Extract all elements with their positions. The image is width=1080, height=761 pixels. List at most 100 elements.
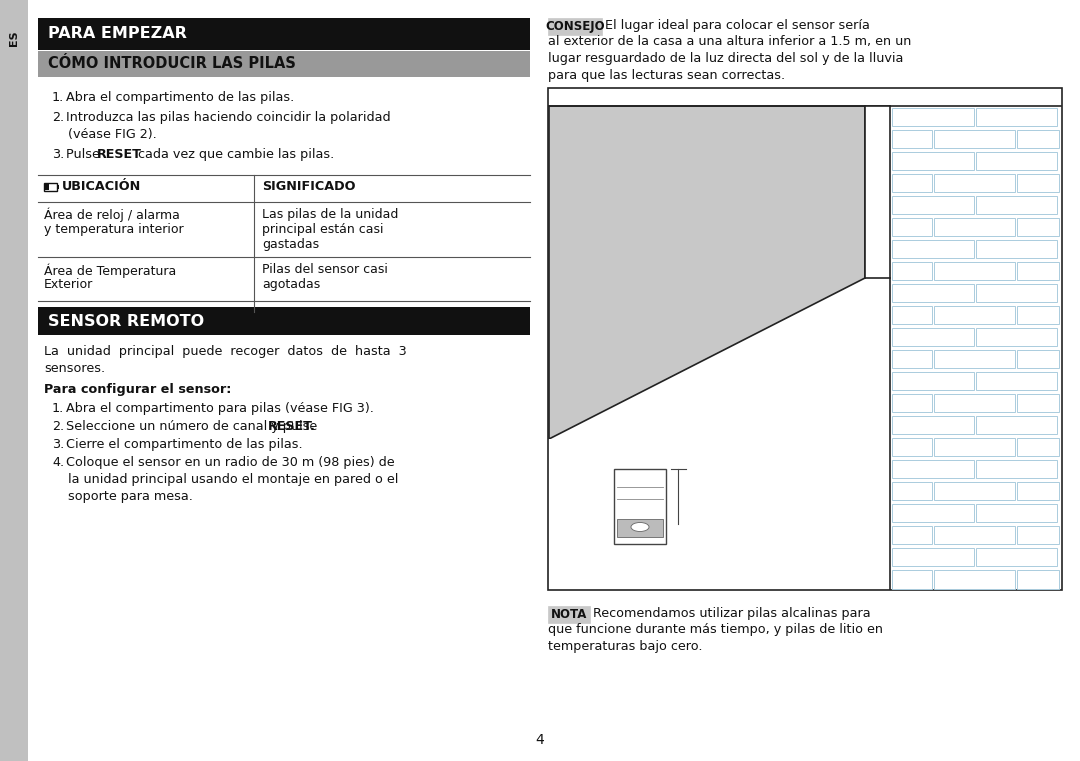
Text: Abra el compartimento de las pilas.: Abra el compartimento de las pilas.	[66, 91, 294, 104]
Text: ES: ES	[9, 30, 19, 46]
Text: Área de Temperatura: Área de Temperatura	[44, 263, 176, 278]
Text: la unidad principal usando el montaje en pared o el: la unidad principal usando el montaje en…	[68, 473, 399, 486]
Text: SENSOR REMOTO: SENSOR REMOTO	[48, 314, 204, 329]
Bar	[44, 183, 57, 191]
Bar	[892, 240, 973, 258]
Bar	[975, 240, 1057, 258]
Text: 3.: 3.	[52, 438, 64, 451]
Bar	[892, 548, 973, 566]
Text: RESET.: RESET.	[268, 420, 315, 433]
Bar	[1017, 262, 1059, 280]
Bar	[934, 130, 1015, 148]
Bar	[1017, 218, 1059, 236]
Text: Exterior: Exterior	[44, 278, 93, 291]
Bar	[975, 372, 1057, 390]
Text: CÓMO INTRODUCIR LAS PILAS: CÓMO INTRODUCIR LAS PILAS	[48, 56, 296, 72]
Bar	[1017, 394, 1059, 412]
Bar	[934, 174, 1015, 192]
Bar	[975, 416, 1057, 434]
Bar	[975, 284, 1057, 302]
Bar	[892, 526, 932, 544]
Bar	[617, 519, 663, 537]
Text: Abra el compartimento para pilas (véase FIG 3).: Abra el compartimento para pilas (véase …	[66, 402, 374, 415]
Bar	[38, 307, 530, 335]
Bar	[934, 570, 1015, 589]
Text: 3.: 3.	[52, 148, 64, 161]
Bar	[1017, 526, 1059, 544]
Bar	[1017, 482, 1059, 500]
Text: Para configurar el sensor:: Para configurar el sensor:	[44, 383, 231, 396]
Bar	[892, 108, 973, 126]
Text: Pulse: Pulse	[66, 148, 104, 161]
Text: Coloque el sensor en un radio de 30 m (98 pies) de: Coloque el sensor en un radio de 30 m (9…	[66, 456, 394, 469]
Bar	[0, 0, 28, 761]
Bar	[934, 262, 1015, 280]
Bar	[892, 460, 973, 478]
Bar	[934, 218, 1015, 236]
Bar	[975, 108, 1057, 126]
Text: Cierre el compartimento de las pilas.: Cierre el compartimento de las pilas.	[66, 438, 302, 451]
Text: (véase FIG 2).: (véase FIG 2).	[68, 128, 157, 141]
Text: SIGNIFICADO: SIGNIFICADO	[262, 180, 355, 193]
Bar	[57, 185, 59, 189]
Bar	[934, 394, 1015, 412]
Bar	[38, 51, 530, 77]
Bar	[1017, 130, 1059, 148]
Bar	[865, 106, 890, 278]
Bar	[975, 504, 1057, 522]
Bar	[1017, 570, 1059, 589]
Bar	[892, 174, 932, 192]
Text: Seleccione un número de canal y pulse: Seleccione un número de canal y pulse	[66, 420, 321, 433]
Bar	[892, 152, 973, 170]
Bar	[890, 106, 1061, 589]
Text: temperaturas bajo cero.: temperaturas bajo cero.	[548, 640, 702, 653]
Bar	[549, 439, 865, 589]
Bar	[892, 196, 973, 214]
Text: gastadas: gastadas	[262, 238, 319, 251]
Bar	[934, 526, 1015, 544]
Bar	[892, 438, 932, 456]
Bar	[892, 482, 932, 500]
Bar	[892, 350, 932, 368]
Bar	[975, 328, 1057, 346]
Bar	[975, 152, 1057, 170]
Bar	[548, 88, 1062, 590]
Text: 4.: 4.	[52, 456, 64, 469]
Text: Recomendamos utilizar pilas alcalinas para: Recomendamos utilizar pilas alcalinas pa…	[593, 607, 870, 620]
Text: Pilas del sensor casi: Pilas del sensor casi	[262, 263, 388, 276]
Text: lugar resguardado de la luz directa del sol y de la lluvia: lugar resguardado de la luz directa del …	[548, 52, 903, 65]
Bar	[892, 130, 932, 148]
Bar	[1017, 438, 1059, 456]
Bar	[892, 372, 973, 390]
Bar	[38, 18, 530, 50]
Bar	[934, 482, 1015, 500]
Bar	[892, 394, 932, 412]
Text: NOTA: NOTA	[551, 608, 588, 621]
Bar	[975, 196, 1057, 214]
Text: 1.: 1.	[52, 402, 64, 415]
Polygon shape	[549, 106, 865, 439]
Ellipse shape	[631, 523, 649, 531]
Bar	[1017, 174, 1059, 192]
Text: principal están casi: principal están casi	[262, 223, 383, 236]
Bar	[975, 548, 1057, 566]
Text: Área de reloj / alarma: Área de reloj / alarma	[44, 208, 180, 222]
Text: RESET: RESET	[97, 148, 141, 161]
Bar	[615, 469, 666, 544]
Bar	[892, 284, 973, 302]
Bar	[892, 570, 932, 589]
Text: UBICACIÓN: UBICACIÓN	[62, 180, 141, 193]
Text: Introduzca las pilas haciendo coincidir la polaridad: Introduzca las pilas haciendo coincidir …	[66, 111, 391, 124]
Bar	[38, 176, 530, 202]
Bar	[892, 306, 932, 324]
Text: Las pilas de la unidad: Las pilas de la unidad	[262, 208, 399, 221]
Bar	[1017, 350, 1059, 368]
Bar	[892, 262, 932, 280]
Text: al exterior de la casa a una altura inferior a 1.5 m, en un: al exterior de la casa a una altura infe…	[548, 35, 912, 48]
Bar	[934, 306, 1015, 324]
Bar	[892, 504, 973, 522]
Bar	[975, 460, 1057, 478]
Bar	[45, 184, 49, 190]
Text: 2.: 2.	[52, 420, 64, 433]
Text: que funcione durante más tiempo, y pilas de litio en: que funcione durante más tiempo, y pilas…	[548, 623, 883, 636]
